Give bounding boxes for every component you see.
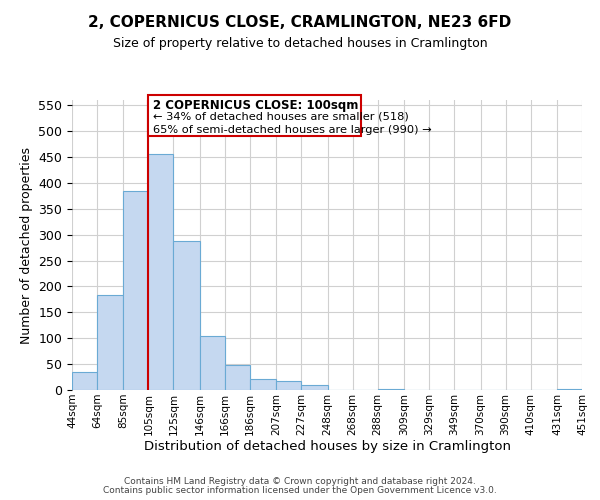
X-axis label: Distribution of detached houses by size in Cramlington: Distribution of detached houses by size … [143, 440, 511, 454]
Text: Contains public sector information licensed under the Open Government Licence v3: Contains public sector information licen… [103, 486, 497, 495]
Text: Size of property relative to detached houses in Cramlington: Size of property relative to detached ho… [113, 38, 487, 51]
Bar [124, 190, 148, 390]
Bar [301, 385, 328, 390]
Bar [200, 336, 225, 390]
Bar [225, 364, 250, 390]
Text: 2 COPERNICUS CLOSE: 100sqm: 2 COPERNICUS CLOSE: 100sqm [153, 99, 359, 112]
Bar [276, 380, 301, 390]
Y-axis label: Number of detached properties: Number of detached properties [20, 146, 33, 344]
Bar [72, 372, 97, 390]
Text: 2, COPERNICUS CLOSE, CRAMLINGTON, NE23 6FD: 2, COPERNICUS CLOSE, CRAMLINGTON, NE23 6… [88, 15, 512, 30]
Bar [148, 154, 173, 390]
Bar [97, 295, 124, 390]
Bar [250, 378, 276, 390]
Text: ← 34% of detached houses are smaller (518): ← 34% of detached houses are smaller (51… [153, 112, 409, 122]
Text: 65% of semi-detached houses are larger (990) →: 65% of semi-detached houses are larger (… [153, 124, 432, 134]
Bar [557, 389, 582, 390]
Text: Contains HM Land Registry data © Crown copyright and database right 2024.: Contains HM Land Registry data © Crown c… [124, 477, 476, 486]
Bar [378, 389, 404, 390]
Bar [173, 242, 200, 390]
